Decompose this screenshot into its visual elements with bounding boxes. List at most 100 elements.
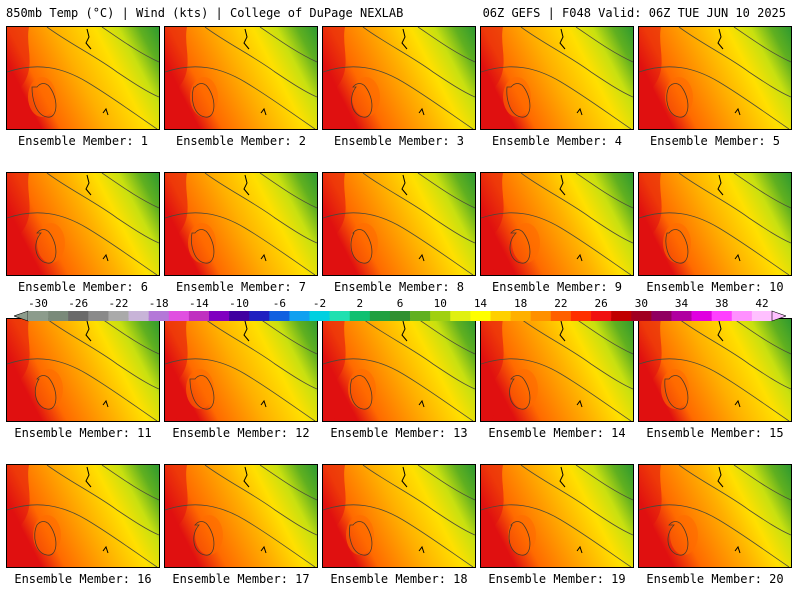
colorbar-segment: [349, 311, 371, 321]
colorbar-segment: [450, 311, 471, 321]
ensemble-member-label: Ensemble Member: 20: [646, 572, 784, 586]
colorbar-segment: [309, 311, 330, 321]
colorbar-min-arrow: [14, 310, 29, 322]
colorbar-tick-label: 14: [473, 297, 488, 310]
colorbar-segment: [731, 311, 753, 321]
colorbar-segment: [430, 311, 451, 321]
ensemble-map-panel: [322, 172, 476, 276]
colorbar-tick-label: -6: [272, 297, 286, 310]
colorbar-segment: [389, 311, 411, 321]
colorbar-tick-label: -18: [148, 297, 169, 310]
map-title: 850mb Temp (°C) | Wind (kts) | College o…: [6, 6, 404, 20]
ensemble-map-panel: [638, 172, 792, 276]
colorbar-segment: [269, 311, 290, 321]
temperature-field-map: [639, 173, 791, 275]
colorbar-tick-label: -2: [312, 297, 327, 310]
temperature-field-map: [323, 465, 475, 567]
ensemble-map-panel: [638, 464, 792, 568]
temperature-field-map: [639, 465, 791, 567]
colorbar-segment: [329, 311, 351, 321]
ensemble-map-panel: [480, 464, 634, 568]
ensemble-map-panel: [6, 318, 160, 422]
model-run-info: 06Z GEFS | F048 Valid: 06Z TUE JUN 10 20…: [482, 6, 786, 20]
colorbar-segment: [208, 311, 230, 321]
colorbar-scale: [14, 310, 786, 322]
ensemble-member-label: Ensemble Member: 13: [330, 426, 468, 440]
temperature-field-map: [165, 173, 317, 275]
colorbar-segment: [470, 311, 491, 321]
colorbar-segment: [48, 311, 69, 321]
temperature-field-map: [165, 27, 317, 129]
temperature-field-map: [7, 173, 159, 275]
ensemble-member-label: Ensemble Member: 18: [330, 572, 468, 586]
temperature-field-map: [7, 465, 159, 567]
colorbar-segment: [510, 311, 532, 321]
ensemble-map-panel: [480, 172, 634, 276]
colorbar-tick-label: -14: [188, 297, 209, 310]
temperature-field-map: [165, 465, 317, 567]
colorbar-segment: [369, 311, 391, 321]
temperature-field-map: [323, 173, 475, 275]
ensemble-member-label: Ensemble Member: 14: [488, 426, 626, 440]
colorbar-segment: [410, 311, 431, 321]
ensemble-member-label: Ensemble Member: 7: [175, 280, 307, 294]
colorbar-tick-label: 30: [634, 297, 648, 310]
ensemble-map-panel: [164, 464, 318, 568]
temperature-field-map: [481, 465, 633, 567]
colorbar-segment: [751, 311, 773, 321]
colorbar-tick-label: 6: [396, 297, 404, 310]
ensemble-member-label: Ensemble Member: 1: [17, 134, 149, 148]
ensemble-member-label: Ensemble Member: 12: [172, 426, 310, 440]
temperature-field-map: [481, 27, 633, 129]
ensemble-member-label: Ensemble Member: 17: [172, 572, 310, 586]
ensemble-member-label: Ensemble Member: 16: [14, 572, 152, 586]
colorbar-segment: [530, 311, 552, 321]
colorbar-segment: [229, 311, 250, 321]
colorbar-segment: [188, 311, 210, 321]
colorbar-segment: [289, 311, 310, 321]
ensemble-map-panel: [480, 318, 634, 422]
ensemble-map-panel: [164, 318, 318, 422]
colorbar-segment: [711, 311, 733, 321]
ensemble-map-panel: [322, 464, 476, 568]
colorbar-segment: [148, 311, 170, 321]
ensemble-map-panel: [164, 26, 318, 130]
colorbar-tick-label: 10: [433, 297, 447, 310]
colorbar-max-arrow: [771, 310, 786, 322]
colorbar-segment: [490, 311, 511, 321]
ensemble-map-panel: [164, 172, 318, 276]
ensemble-map-panel: [638, 318, 792, 422]
ensemble-member-label: Ensemble Member: 10: [646, 280, 784, 294]
colorbar-segment: [68, 311, 89, 321]
temperature-field-map: [7, 27, 159, 129]
colorbar-segment: [128, 311, 149, 321]
colorbar-tick-label: 18: [514, 297, 528, 310]
temperature-field-map: [481, 173, 633, 275]
temperature-field-map: [165, 319, 317, 421]
colorbar-segment: [570, 311, 592, 321]
ensemble-member-label: Ensemble Member: 5: [649, 134, 781, 148]
colorbar-tick-label: 2: [356, 297, 364, 310]
colorbar-segment: [168, 311, 190, 321]
colorbar-tick-label: 22: [554, 297, 568, 310]
temperature-colorbar: -30 -26 -22 -18 -14 -10 -6 -2 2 6 10 14 18 22 26 30 34 38…: [14, 297, 786, 323]
colorbar-segment: [651, 311, 672, 321]
colorbar-tick-label: -30: [28, 297, 48, 310]
ensemble-member-label: Ensemble Member: 3: [333, 134, 465, 148]
colorbar-tick-label: 42: [755, 297, 769, 310]
ensemble-map-panel: [6, 172, 160, 276]
colorbar-tick-label: -10: [229, 297, 250, 310]
ensemble-map-panel: [322, 26, 476, 130]
ensemble-member-label: Ensemble Member: 9: [491, 280, 623, 294]
ensemble-member-label: Ensemble Member: 4: [491, 134, 623, 148]
colorbar-segment: [591, 311, 612, 321]
ensemble-map-panel: [638, 26, 792, 130]
colorbar-tick-label: 34: [674, 297, 689, 310]
colorbar-segment: [611, 311, 632, 321]
colorbar-segment: [671, 311, 692, 321]
colorbar-segment: [550, 311, 572, 321]
ensemble-member-label: Ensemble Member: 15: [646, 426, 784, 440]
colorbar-tick-label: -26: [68, 297, 89, 310]
temperature-field-map: [481, 319, 633, 421]
ensemble-map-panel: [6, 26, 160, 130]
